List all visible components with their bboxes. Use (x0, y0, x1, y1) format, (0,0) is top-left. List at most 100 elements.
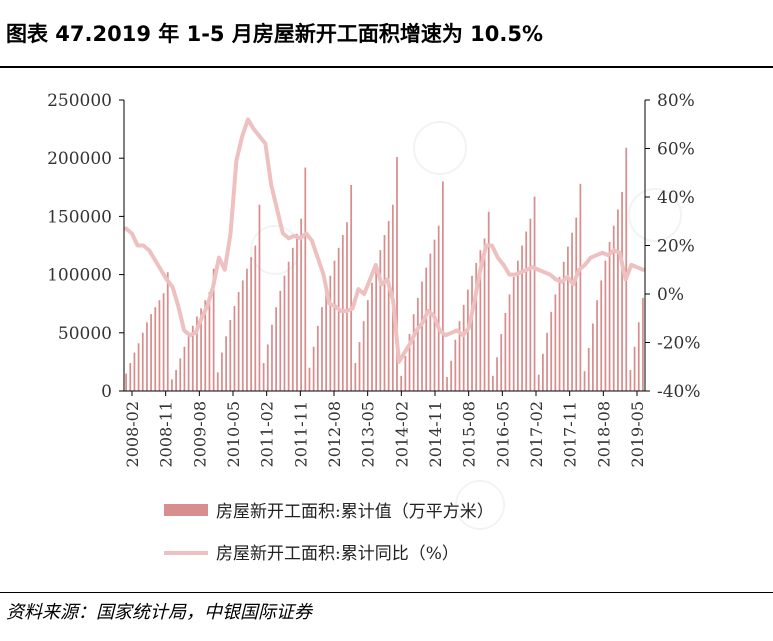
bar (491, 375, 494, 391)
y-right-tick-label: 60% (657, 140, 695, 160)
bar (146, 322, 148, 391)
bar (200, 308, 202, 391)
bar (571, 232, 573, 391)
bar (271, 324, 273, 391)
legend-line-label: 房屋新开工面积:累计同比（%） (216, 544, 459, 564)
bar (512, 276, 515, 391)
y-left-tick-label: 250000 (47, 91, 112, 111)
bar (333, 260, 336, 391)
y-right-tick-label: 0% (657, 285, 684, 305)
bar (291, 247, 294, 391)
bar (175, 370, 177, 391)
bar (450, 360, 453, 391)
bar (258, 204, 261, 391)
bar (633, 346, 636, 391)
bar (237, 292, 240, 391)
y-right-tick-label: -20% (657, 334, 701, 354)
x-tick-label: 2017-11 (561, 401, 580, 467)
x-tick-label: 2013-05 (359, 401, 378, 467)
y-left-tick-label: 200000 (47, 149, 112, 169)
x-tick-label: 2010-05 (224, 401, 243, 467)
bar (154, 307, 157, 391)
bar (241, 280, 244, 391)
bar (575, 217, 578, 391)
bar (600, 280, 603, 391)
bar (517, 260, 519, 391)
bar (642, 297, 644, 391)
x-tick-label: 2017-02 (527, 401, 546, 467)
bar (629, 370, 632, 391)
x-tick-label: 2008-02 (123, 401, 142, 467)
x-tick-label: 2016-05 (493, 401, 512, 467)
bar (396, 157, 398, 391)
bar (425, 267, 428, 391)
bar-series (125, 147, 644, 391)
bar (441, 181, 444, 391)
bar (604, 260, 607, 391)
bar (233, 306, 236, 391)
bar (500, 333, 503, 391)
bar (325, 292, 328, 391)
bar (141, 332, 144, 391)
bar (250, 257, 252, 391)
bar (129, 363, 132, 391)
title-divider (0, 66, 773, 68)
bar (225, 336, 227, 391)
bar (579, 183, 582, 391)
bar (275, 307, 278, 391)
bar (379, 250, 382, 391)
y-right-tick-label: -40% (657, 382, 701, 402)
x-tick-label: 2015-08 (460, 401, 479, 467)
bar (158, 300, 161, 391)
y-left-tick-label: 150000 (47, 207, 112, 227)
bar (558, 276, 561, 391)
bar (208, 292, 211, 391)
bar (246, 268, 248, 391)
bar (387, 221, 390, 391)
bar (204, 300, 207, 391)
y-right-tick-label: 20% (657, 237, 695, 257)
bar (562, 261, 565, 391)
footer-divider (0, 592, 773, 593)
bar (216, 372, 219, 391)
bar (592, 323, 594, 391)
y-right-tick-label: 40% (657, 188, 695, 208)
legend: 房屋新开工面积:累计值（万平方米） 房屋新开工面积:累计同比（%） (164, 502, 494, 564)
x-tick-label: 2012-08 (325, 401, 344, 467)
bar (316, 325, 319, 391)
bar (125, 373, 127, 391)
bar (412, 314, 415, 391)
bar (625, 147, 628, 391)
bar (567, 246, 569, 391)
bar (462, 304, 465, 391)
bar (183, 346, 186, 391)
bar (137, 343, 140, 391)
watermark (250, 121, 682, 530)
bar (608, 242, 611, 391)
bar (546, 332, 548, 391)
bar (229, 320, 232, 391)
bar (404, 356, 407, 391)
bar (221, 352, 223, 391)
bar (266, 344, 269, 391)
bar (171, 379, 173, 391)
bar (354, 363, 357, 391)
bar (525, 231, 528, 391)
bar (479, 250, 482, 391)
bar (179, 358, 182, 391)
bar (150, 314, 152, 391)
bar (587, 347, 590, 391)
bar (458, 321, 461, 391)
bar (612, 225, 615, 391)
x-tick-label: 2011-02 (258, 401, 277, 467)
bar (496, 357, 498, 391)
bar (212, 268, 215, 391)
legend-bar-swatch (164, 504, 208, 516)
bar (554, 294, 557, 391)
yoy-line-series (124, 117, 645, 364)
bar (341, 235, 344, 391)
bar (533, 196, 536, 391)
bar (329, 275, 332, 391)
bar (304, 167, 307, 391)
bar (187, 335, 190, 391)
